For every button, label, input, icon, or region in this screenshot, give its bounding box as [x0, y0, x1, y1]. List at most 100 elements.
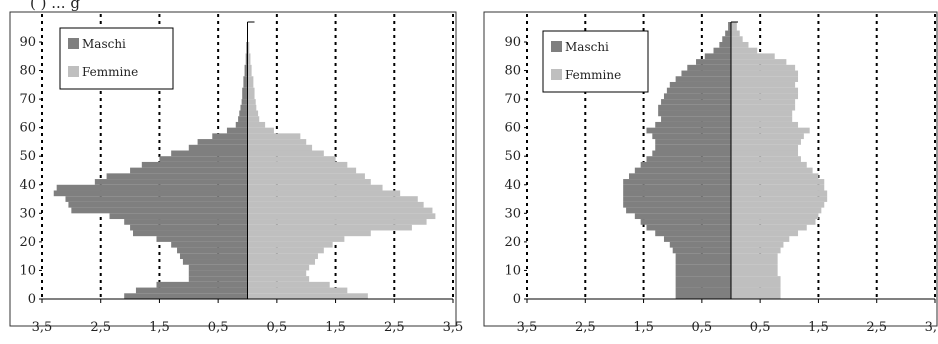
- x-tick-label-7: 2,5: [866, 320, 887, 335]
- x-tick-label-8: 3,5: [925, 320, 938, 335]
- female-bar-age-26: [731, 219, 816, 225]
- female-bar-age-30: [731, 207, 822, 214]
- x-tick-label-5: 0,5: [750, 320, 771, 335]
- female-bar-age-84: [731, 53, 775, 60]
- male-bar-age-16: [177, 247, 248, 254]
- x-tick-label-4: 0,5: [692, 320, 713, 335]
- male-bar-age-40: [623, 179, 731, 185]
- legend-label-female: Femmine: [565, 68, 621, 82]
- y-tick-label-40: 40: [19, 178, 36, 193]
- male-bar-age-86: [246, 41, 248, 54]
- y-tick-label-0: 0: [513, 292, 521, 307]
- legend-label-male: Maschi: [82, 37, 126, 51]
- male-bar-age-68: [661, 99, 731, 105]
- female-bar-age-94: [731, 22, 737, 31]
- pyramid-panel-1: 3,5 2,5 1,5 0,5 0,5 1,5 2,5 3,5 0 10 20 30 40 50 60 70 8…: [9, 11, 463, 335]
- male-bar-age-54: [197, 139, 248, 145]
- male-bar-age-62: [661, 116, 731, 122]
- y-tick-label-60: 60: [504, 121, 521, 136]
- male-bar-age-78: [244, 64, 248, 77]
- female-bar-age-64: [731, 110, 793, 117]
- male-bar-age-88: [719, 41, 731, 48]
- female-bar-age-36: [247, 190, 401, 197]
- panel-frame: [483, 11, 938, 327]
- male-bar-age-18: [171, 241, 248, 248]
- male-bar-age-74: [669, 81, 731, 88]
- female-bar-age-40: [731, 179, 825, 185]
- male-bar-age-34: [623, 196, 731, 202]
- female-bar-age-8: [247, 270, 307, 277]
- female-bar-age-6: [247, 276, 310, 282]
- x-tick-label-7: 2,5: [384, 320, 405, 335]
- male-bar-age-82: [245, 53, 248, 65]
- female-bar-age-48: [247, 156, 336, 162]
- female-bar-age-4: [247, 281, 330, 288]
- female-bar-age-58: [731, 127, 810, 134]
- legend-swatch-male: [68, 38, 79, 49]
- male-bar-age-22: [655, 230, 731, 237]
- legend-label-female: Femmine: [82, 65, 138, 79]
- female-bar-age-50: [731, 150, 799, 157]
- female-bar-age-22: [247, 230, 371, 237]
- male-bar-age-70: [242, 87, 248, 100]
- female-bar-age-34: [731, 196, 828, 202]
- x-tick-label-1: 3,5: [517, 320, 538, 335]
- male-bar-age-32: [623, 201, 731, 208]
- female-bar-age-76: [731, 76, 799, 82]
- pyramid-panel-2: 3,5 2,5 1,5 0,5 0,5 1,5 2,5 3,5 0 10 20 30 40 50 60 70 8…: [483, 11, 938, 335]
- female-bar-age-62: [731, 116, 793, 122]
- female-bar-age-54: [247, 139, 307, 145]
- legend-label-male: Maschi: [565, 40, 609, 54]
- female-bar-age-88: [731, 41, 749, 48]
- male-bar-age-12: [182, 259, 248, 265]
- legend-swatch-female: [551, 69, 562, 80]
- female-bar-age-36: [731, 190, 828, 197]
- male-bar-age-74: [243, 76, 248, 88]
- x-tick-label-3: 1,5: [149, 320, 170, 335]
- female-bar-age-4: [731, 276, 781, 288]
- legend-swatch-male: [551, 41, 562, 52]
- female-bar-age-74: [731, 81, 796, 88]
- male-bar-age-22: [133, 230, 248, 237]
- male-bar-age-56: [652, 133, 731, 140]
- male-bar-age-16: [672, 247, 731, 254]
- x-tick-label-1: 3,5: [32, 320, 53, 335]
- male-bar-age-6: [188, 276, 248, 282]
- y-tick-label-70: 70: [19, 92, 36, 107]
- female-bar-age-20: [247, 236, 345, 242]
- female-bar-age-58: [247, 127, 274, 134]
- male-bar-age-66: [658, 104, 731, 111]
- female-bar-age-14: [247, 253, 318, 260]
- female-bar-age-0: [731, 287, 781, 299]
- female-bar-age-32: [247, 201, 424, 208]
- female-bar-age-44: [731, 167, 813, 174]
- female-bar-age-60: [247, 121, 266, 128]
- male-bar-age-64: [239, 110, 248, 117]
- x-tick-label-6: 1,5: [808, 320, 829, 335]
- male-bar-age-36: [623, 190, 731, 197]
- female-bar-age-56: [247, 133, 301, 140]
- female-bar-age-20: [731, 236, 790, 242]
- female-bar-age-78: [247, 64, 252, 77]
- male-bar-age-78: [681, 70, 731, 77]
- figure-caption-fragment: ( ) ... g: [30, 0, 80, 12]
- female-bar-age-44: [247, 167, 357, 174]
- male-bar-age-50: [171, 150, 248, 157]
- male-bar-age-14: [179, 253, 248, 260]
- male-bar-age-0: [675, 287, 731, 299]
- male-bar-age-80: [687, 64, 731, 71]
- female-bar-age-86: [731, 47, 758, 54]
- male-bar-age-20: [156, 236, 248, 242]
- female-bar-age-92: [731, 30, 740, 37]
- female-bar-age-42: [247, 173, 365, 180]
- male-bar-age-26: [640, 219, 731, 225]
- female-bar-age-40: [247, 179, 371, 185]
- male-bar-age-28: [634, 213, 731, 220]
- y-tick-label-60: 60: [19, 121, 36, 136]
- male-bar-age-44: [634, 167, 731, 174]
- male-bar-age-60: [235, 121, 248, 128]
- female-bar-age-74: [247, 76, 254, 88]
- male-bar-age-10: [188, 264, 248, 271]
- male-bar-age-44: [130, 167, 248, 174]
- female-bar-age-16: [731, 247, 781, 254]
